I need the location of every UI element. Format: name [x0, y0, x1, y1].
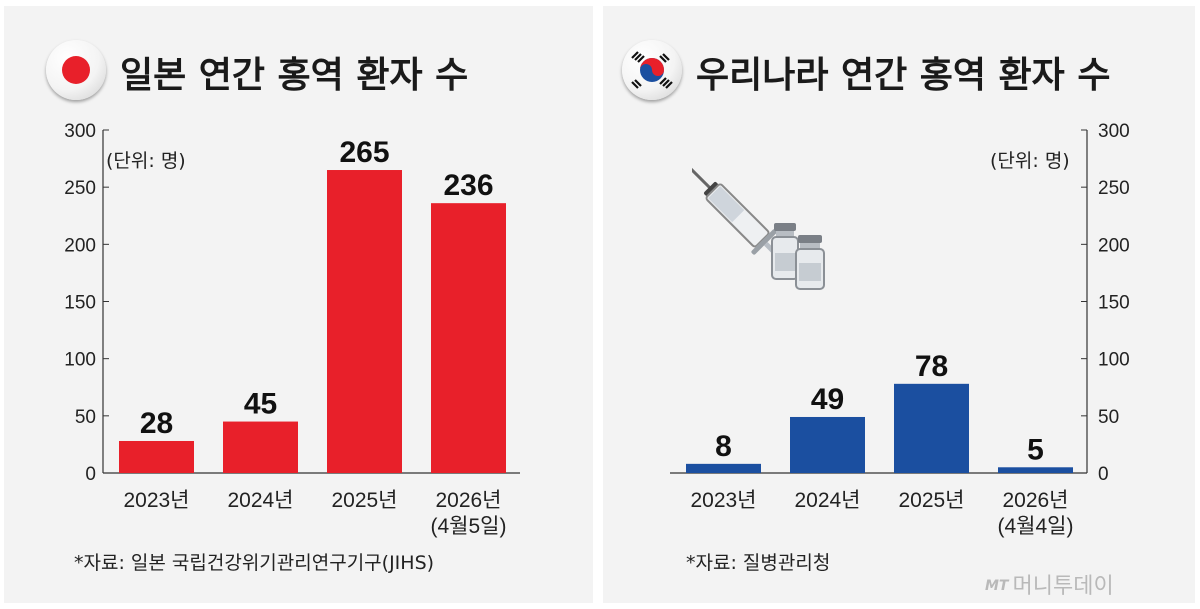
korea-category-label: 2023년	[690, 489, 756, 512]
japan-y-tick-label: 200	[64, 235, 96, 256]
korea-bar-value-label: 49	[811, 383, 844, 416]
japan-y-tick-label: 250	[64, 178, 96, 199]
japan-chart-title: 일본 연간 홍역 환자 수	[120, 55, 469, 96]
japan-bar-value-label: 265	[339, 136, 389, 169]
korea-chart-title: 우리나라 연간 홍역 환자 수	[696, 55, 1111, 96]
korea-bar-3	[998, 467, 1073, 473]
japan-y-tick-label: 50	[75, 407, 96, 428]
japan-bar-value-label: 236	[443, 169, 493, 202]
korea-y-tick-label: 300	[1098, 121, 1130, 142]
logo-mark: MT	[985, 578, 1009, 594]
japan-flag-icon	[46, 40, 106, 100]
logo-text: 머니투데이	[1012, 574, 1114, 599]
japan-bar-0	[119, 440, 194, 473]
japan-category-label: 2024년	[227, 489, 293, 512]
japan-bar-1	[223, 421, 298, 473]
japan-category-label: 2025년	[331, 489, 397, 512]
korea-bar-value-label: 78	[915, 350, 948, 383]
korea-y-tick-label: 200	[1098, 235, 1130, 256]
japan-source-note: *자료: 일본 국립건강위기관리연구기구(JIHS)	[74, 552, 435, 574]
publisher-logo: MT 머니투데이	[985, 568, 1114, 600]
japan-y-tick-label: 0	[85, 464, 96, 485]
korea-bar-2	[894, 383, 969, 473]
japan-category-label: (4월5일)	[431, 515, 507, 538]
korea-source-note: *자료: 질병관리청	[686, 552, 831, 574]
korea-bar-value-label: 5	[1027, 433, 1044, 466]
japan-category-label: 2023년	[123, 489, 189, 512]
japan-bar-3	[431, 203, 506, 473]
korea-category-label: (4월4일)	[998, 515, 1074, 538]
korea-flag-icon	[622, 40, 682, 100]
japan-unit-label: (단위: 명)	[106, 150, 186, 172]
japan-category-label: 2026년	[435, 489, 501, 512]
japan-bar-value-label: 45	[244, 388, 277, 421]
japan-bar-value-label: 28	[140, 407, 173, 440]
korea-panel-background	[603, 6, 1195, 603]
korea-y-tick-label: 100	[1098, 350, 1130, 371]
korea-bar-1	[790, 416, 865, 473]
korea-bar-value-label: 8	[715, 430, 732, 463]
korea-unit-label: (단위: 명)	[990, 150, 1070, 172]
korea-category-label: 2026년	[1002, 489, 1068, 512]
korea-category-label: 2024년	[794, 489, 860, 512]
japan-bar-2	[327, 170, 402, 473]
korea-y-tick-label: 50	[1098, 407, 1119, 428]
japan-y-tick-label: 150	[64, 293, 96, 314]
korea-y-tick-label: 0	[1098, 464, 1109, 485]
korea-bar-0	[686, 463, 761, 473]
korea-y-tick-label: 250	[1098, 178, 1130, 199]
korea-category-label: 2025년	[898, 489, 964, 512]
japan-y-tick-label: 300	[64, 121, 96, 142]
korea-y-tick-label: 150	[1098, 293, 1130, 314]
japan-y-tick-label: 100	[64, 350, 96, 371]
syringe-vials-icon	[692, 159, 825, 290]
